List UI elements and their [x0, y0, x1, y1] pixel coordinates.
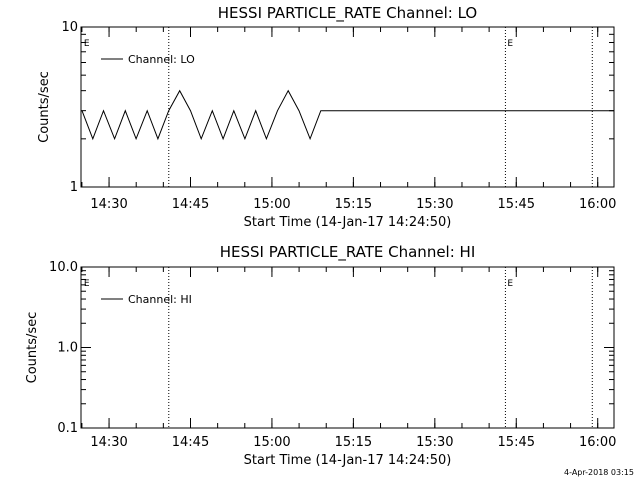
plot-frame	[80, 266, 615, 429]
y-axis-label: Counts/sec	[25, 312, 40, 384]
event-marker-label: E	[84, 279, 90, 289]
x-tick-label: 15:00	[253, 435, 290, 450]
y-tick-label: 1	[70, 180, 78, 195]
x-axis-label: Start Time (14-Jan-17 14:24:50)	[244, 453, 452, 468]
y-tick-label: 10	[61, 20, 78, 35]
x-tick-label: 14:45	[172, 197, 209, 212]
legend-entry-label: Channel: HI	[128, 293, 192, 306]
x-tick-label: 15:30	[416, 435, 453, 450]
x-tick-label: 15:45	[498, 435, 535, 450]
y-tick-label: 10.0	[49, 260, 78, 275]
x-tick-label: 14:30	[90, 435, 127, 450]
chart-title: HESSI PARTICLE_RATE Channel: LO	[218, 4, 477, 23]
plot-date-stamp: 4-Apr-2018 03:15	[564, 468, 634, 477]
y-axis-label: Counts/sec	[37, 71, 52, 143]
series-line	[81, 89, 614, 141]
x-tick-label: 15:00	[253, 197, 290, 212]
x-tick-label: 14:45	[172, 435, 209, 450]
plot-frame	[80, 26, 615, 188]
y-tick-label: 0.1	[57, 421, 78, 436]
x-tick-label: 16:00	[579, 197, 616, 212]
x-tick-label: 15:30	[416, 197, 453, 212]
legend-entry-label: Channel: LO	[128, 53, 195, 66]
chart-title: HESSI PARTICLE_RATE Channel: HI	[220, 243, 476, 262]
x-axis-label: Start Time (14-Jan-17 14:24:50)	[244, 215, 452, 230]
x-tick-label: 16:00	[579, 435, 616, 450]
x-tick-label: 15:45	[498, 197, 535, 212]
event-marker-label: E	[507, 279, 513, 289]
event-marker-label: E	[507, 39, 513, 49]
event-marker-label: E	[84, 39, 90, 49]
hi-channel-panel: HESSI PARTICLE_RATE Channel: HI Counts/se…	[25, 243, 616, 468]
x-tick-label: 15:15	[335, 435, 372, 450]
lo-channel-panel: HESSI PARTICLE_RATE Channel: LO Counts/se…	[37, 4, 616, 230]
x-tick-label: 14:30	[90, 197, 127, 212]
y-tick-label: 1.0	[57, 341, 78, 356]
x-tick-label: 15:15	[335, 197, 372, 212]
